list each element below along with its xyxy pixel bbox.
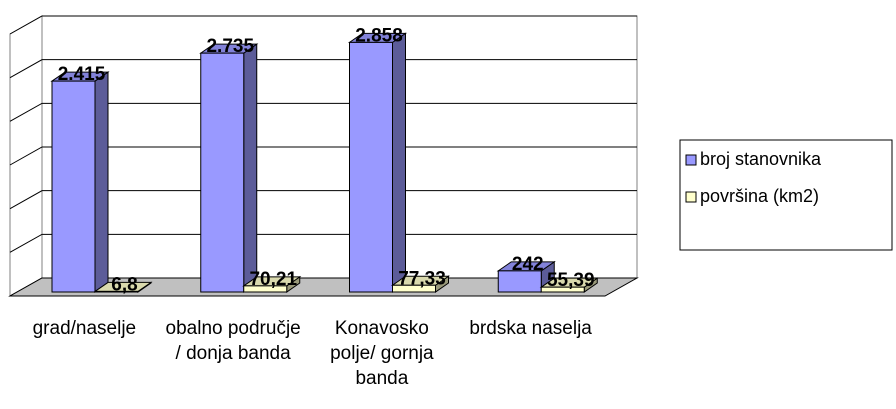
x-tick-label: grad/naselje [32,318,137,339]
value-label: 70,21 [249,269,297,290]
legend-label: broj stanovnika [700,149,822,169]
bar-side [94,71,109,293]
value-label: 55,39 [547,270,595,291]
value-label: 77,33 [398,268,446,289]
floor [8,277,639,297]
value-label: 2.735 [206,36,254,57]
bar [392,284,436,293]
x-tick-label: Konavosko polje/ gornja banda [330,318,434,389]
value-label: 242 [512,254,544,275]
bar [200,52,245,293]
bar [540,286,585,293]
bar [497,270,542,293]
legend-swatch [685,154,697,166]
value-label: 2.858 [355,25,403,46]
value-label: 6,8 [111,274,137,295]
bar [243,285,288,293]
grid-line [9,190,637,210]
bar-side [243,43,258,293]
grid-line [9,146,637,166]
grid-line [9,233,637,253]
bar [349,41,393,293]
bar-side [392,32,406,293]
x-tick-label: obalno područje / donja banda [165,318,301,364]
legend-box [679,139,893,251]
grid-line [9,59,637,79]
legend-swatch [685,191,697,203]
bar [51,80,96,293]
legend-label: površina (km2) [700,186,819,206]
grid-line [9,102,637,122]
grid-line [9,15,637,35]
bar [94,290,139,293]
x-tick-label: brdska naselja [469,318,592,339]
value-label: 2.415 [58,64,106,85]
